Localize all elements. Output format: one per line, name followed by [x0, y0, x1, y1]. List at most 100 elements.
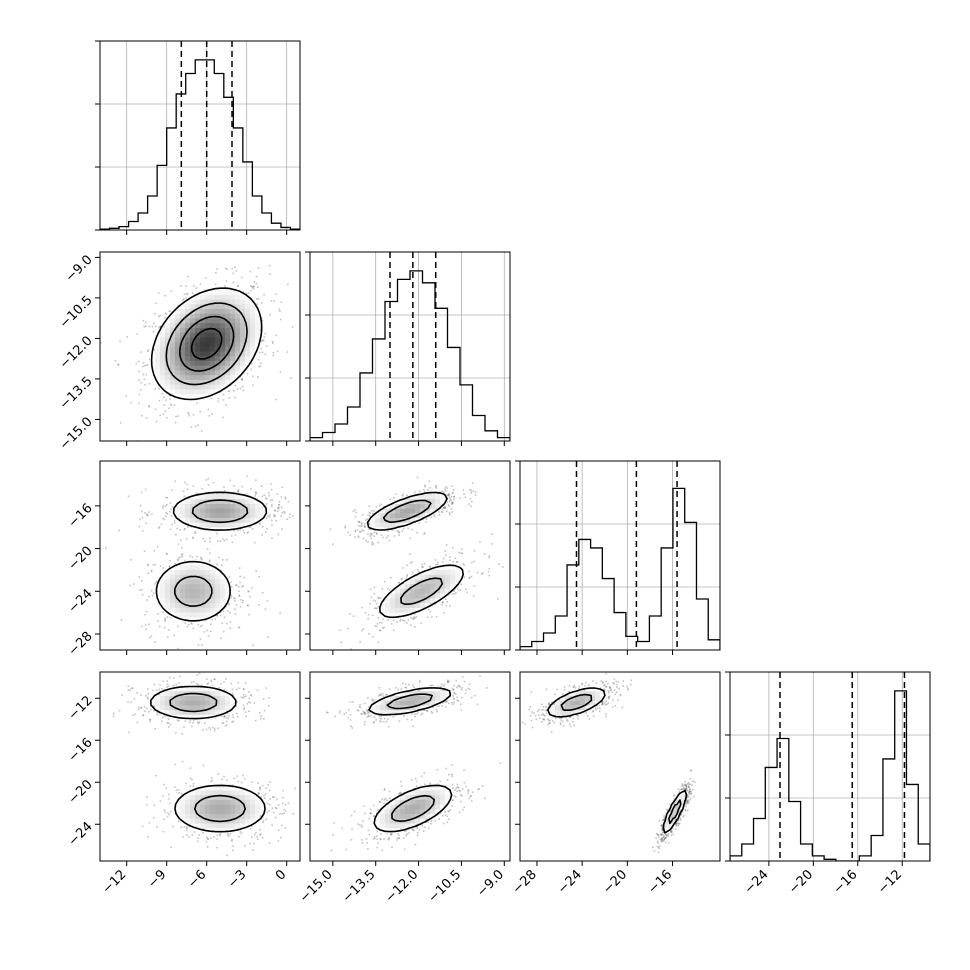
- sample-point: [213, 678, 216, 680]
- density-cell: [180, 512, 186, 518]
- density-cell: [240, 299, 246, 305]
- density-cell: [255, 318, 261, 324]
- density-cell: [200, 351, 206, 357]
- sample-point: [179, 528, 181, 531]
- sample-point: [143, 364, 146, 367]
- density-cell: [220, 517, 226, 523]
- density-cell: [160, 598, 166, 604]
- density-cell: [225, 303, 231, 309]
- density-cell: [375, 512, 381, 518]
- sample-point: [450, 508, 453, 510]
- sample-point: [148, 623, 150, 626]
- density-cell: [215, 494, 221, 500]
- sample-point: [198, 721, 201, 723]
- density-cell: [190, 318, 196, 324]
- density-cell: [410, 579, 416, 585]
- density-cell: [225, 355, 231, 361]
- panel-2-1: [329, 476, 510, 650]
- density-cell: [210, 602, 216, 608]
- sample-point: [184, 622, 186, 625]
- sample-point: [384, 580, 386, 583]
- sample-point: [189, 468, 191, 470]
- density-cell: [195, 512, 201, 518]
- density-cell: [440, 494, 446, 500]
- density-cell: [200, 498, 206, 504]
- sample-point: [284, 512, 286, 514]
- sample-point: [435, 487, 438, 489]
- sample-point: [463, 576, 466, 578]
- density-cell: [165, 365, 171, 371]
- sample-point: [236, 701, 238, 704]
- sample-point: [146, 697, 149, 700]
- sample-point: [241, 378, 243, 380]
- sample-point: [412, 618, 415, 620]
- sample-point: [162, 517, 164, 520]
- sample-point: [269, 514, 271, 516]
- sample-point: [169, 560, 171, 562]
- density-cell: [185, 503, 191, 509]
- density-cell: [205, 494, 211, 500]
- sample-point: [243, 695, 246, 698]
- sample-point: [445, 498, 447, 500]
- density-cell: [200, 346, 206, 352]
- density-cell: [180, 593, 186, 599]
- sample-point: [279, 310, 281, 312]
- sample-point: [439, 597, 442, 600]
- sample-point: [161, 687, 163, 690]
- sample-point: [210, 680, 213, 683]
- density-cell: [190, 327, 196, 333]
- density-cell: [250, 503, 256, 509]
- density-cell: [180, 569, 186, 575]
- sample-point: [262, 819, 265, 822]
- density-cell: [180, 384, 186, 390]
- density-cell: [400, 508, 406, 514]
- sample-point: [281, 528, 283, 530]
- sample-point: [167, 636, 169, 638]
- density-cell: [210, 588, 216, 594]
- sample-point: [235, 688, 238, 691]
- sample-point: [452, 491, 454, 494]
- density-cell: [205, 337, 211, 343]
- sample-point: [156, 712, 158, 714]
- sample-point: [164, 618, 166, 621]
- sample-point: [300, 516, 302, 518]
- density-cell: [210, 346, 216, 352]
- sample-point: [181, 732, 183, 735]
- density-cell: [395, 602, 401, 608]
- density-cell: [165, 574, 171, 580]
- sample-point: [472, 490, 475, 493]
- sample-point: [248, 590, 250, 593]
- sample-point: [148, 718, 151, 721]
- sample-point: [251, 285, 254, 288]
- sample-point: [463, 564, 465, 566]
- density-cell: [450, 574, 456, 580]
- density-cell: [230, 522, 236, 528]
- sample-point: [202, 537, 205, 540]
- sample-point: [406, 494, 408, 497]
- sample-point: [263, 336, 266, 338]
- sample-point: [247, 292, 250, 294]
- density-cell: [245, 299, 251, 305]
- sample-point: [192, 719, 195, 722]
- sample-point: [225, 558, 228, 561]
- density-cell: [385, 517, 391, 523]
- sample-point: [158, 625, 161, 628]
- density-cell: [190, 517, 196, 523]
- sample-point: [449, 513, 451, 516]
- density-cell: [405, 508, 411, 514]
- density-cell: [400, 583, 406, 589]
- sample-point: [470, 492, 473, 494]
- sample-point: [232, 389, 235, 392]
- sample-point: [255, 570, 258, 572]
- sample-point: [181, 555, 184, 558]
- sample-point: [380, 621, 383, 624]
- sample-point: [162, 413, 165, 415]
- sample-point: [155, 689, 158, 692]
- sample-point: [421, 566, 424, 568]
- sample-point: [260, 795, 262, 798]
- density-cell: [210, 355, 216, 361]
- sample-point: [213, 729, 216, 732]
- sample-point: [140, 351, 142, 353]
- sample-point: [207, 408, 210, 411]
- density-cell: [170, 346, 176, 352]
